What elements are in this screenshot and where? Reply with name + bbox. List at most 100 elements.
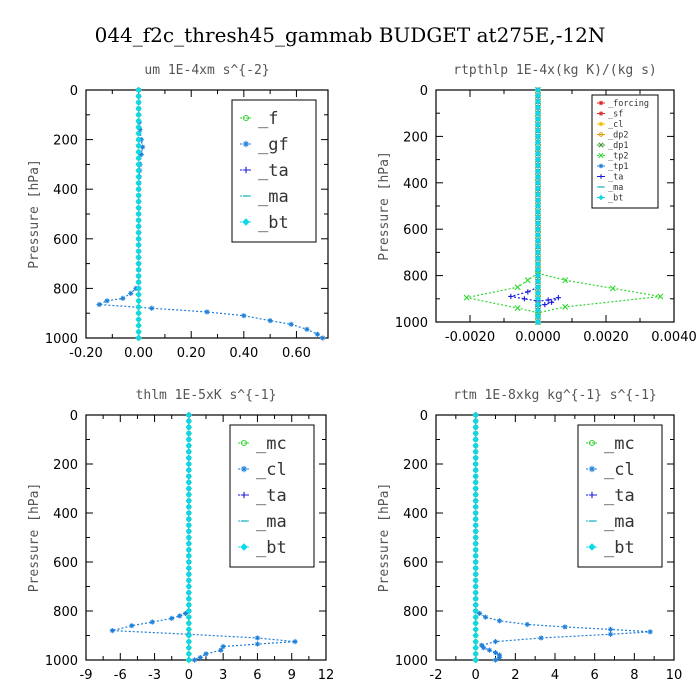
data-point (472, 558, 479, 566)
data-point (534, 260, 542, 268)
data-point (135, 130, 142, 137)
data-point (135, 322, 142, 329)
data-point (135, 148, 142, 156)
panel-4: rtm 1E-8xkg kg^{-1} s^{-1} Pressure [hPa]… (377, 388, 682, 683)
data-point (135, 142, 142, 149)
data-point (534, 208, 542, 215)
panel-title: thlm 1E-5xK s^{-1} (136, 388, 277, 403)
x-tick-label: 10 (666, 668, 683, 683)
data-point (185, 479, 193, 486)
legend-marker (240, 543, 248, 551)
y-tick-label: 800 (53, 605, 78, 620)
data-point (135, 235, 142, 242)
data-point (607, 626, 614, 632)
data-point (185, 632, 193, 639)
data-point (185, 589, 193, 596)
data-point (135, 136, 142, 143)
data-point (534, 318, 542, 326)
x-tick-label: 0.20 (177, 346, 206, 361)
x-tick-label: 3 (219, 668, 227, 683)
data-point (463, 294, 470, 301)
data-point (472, 417, 479, 425)
y-tick-label: 0 (420, 84, 428, 99)
data-point (534, 139, 542, 146)
legend-label: _ma (258, 187, 289, 207)
series-bt (135, 86, 142, 342)
data-point (135, 260, 142, 267)
data-point (534, 133, 542, 140)
data-point (135, 204, 142, 211)
data-point (472, 595, 479, 602)
data-point (534, 289, 542, 297)
x-tick-label: -3 (148, 668, 161, 683)
data-point (542, 302, 548, 308)
data-point (534, 202, 542, 210)
data-point (472, 466, 479, 474)
data-point (135, 254, 142, 261)
data-point (534, 255, 542, 262)
data-point (185, 509, 193, 517)
legend-label: _bt (258, 213, 289, 233)
y-tick-label: 800 (53, 282, 78, 297)
y-tick-label: 200 (53, 458, 78, 473)
data-point (135, 155, 142, 162)
data-point (472, 534, 479, 541)
x-tick-label: 4 (551, 668, 559, 683)
data-point (135, 111, 142, 118)
data-point (185, 454, 193, 462)
legend-label: _bt (256, 538, 287, 558)
data-point (135, 210, 142, 218)
panel-title: rtpthlp 1E-4x(kg K)/(kg s) (453, 63, 657, 78)
data-point (534, 173, 542, 181)
data-point (472, 632, 479, 639)
y-tick-label: 1000 (45, 332, 78, 347)
data-point (135, 316, 142, 323)
data-point (534, 179, 542, 186)
x-tick-label: 0.40 (229, 346, 258, 361)
legend-marker (598, 100, 604, 106)
data-point (288, 321, 294, 327)
data-point (185, 650, 193, 658)
legend-marker (598, 152, 604, 159)
data-point (185, 485, 193, 492)
data-point (534, 121, 542, 128)
data-point (177, 613, 183, 619)
data-point (185, 491, 193, 498)
legend-marker (598, 121, 604, 127)
data-point (137, 127, 143, 133)
data-point (185, 503, 193, 511)
data-point (534, 185, 542, 192)
data-point (657, 293, 664, 300)
y-tick-label: 600 (403, 556, 428, 571)
data-point (472, 601, 479, 609)
x-tick-label: 0.0040 (651, 330, 697, 345)
y-tick-label: 0 (420, 409, 428, 424)
y-tick-label: 400 (403, 177, 428, 192)
data-point (185, 515, 193, 523)
data-point (185, 411, 193, 419)
legend-marker (240, 491, 248, 499)
x-tick-label: 2 (511, 668, 519, 683)
data-point (496, 618, 503, 624)
data-point (525, 289, 531, 295)
data-point (135, 173, 142, 180)
legend-label: _f (258, 109, 278, 129)
x-tick-label: 9 (288, 668, 296, 683)
legend-label: _ta (604, 486, 635, 506)
data-point (218, 647, 224, 653)
legend-label: _sf (608, 110, 623, 120)
y-tick-label: 0 (70, 84, 78, 99)
data-point (534, 115, 542, 123)
data-point (135, 124, 142, 131)
data-point (534, 162, 542, 169)
data-point (486, 647, 493, 653)
data-point (477, 610, 483, 617)
legend-label: _tp2 (608, 152, 628, 162)
data-point (472, 626, 479, 633)
data-point (481, 645, 487, 651)
data-point (514, 284, 521, 291)
data-point (185, 607, 193, 615)
data-point (254, 635, 261, 641)
data-point (135, 198, 142, 205)
y-axis-label: Pressure [hPa] (27, 483, 42, 593)
